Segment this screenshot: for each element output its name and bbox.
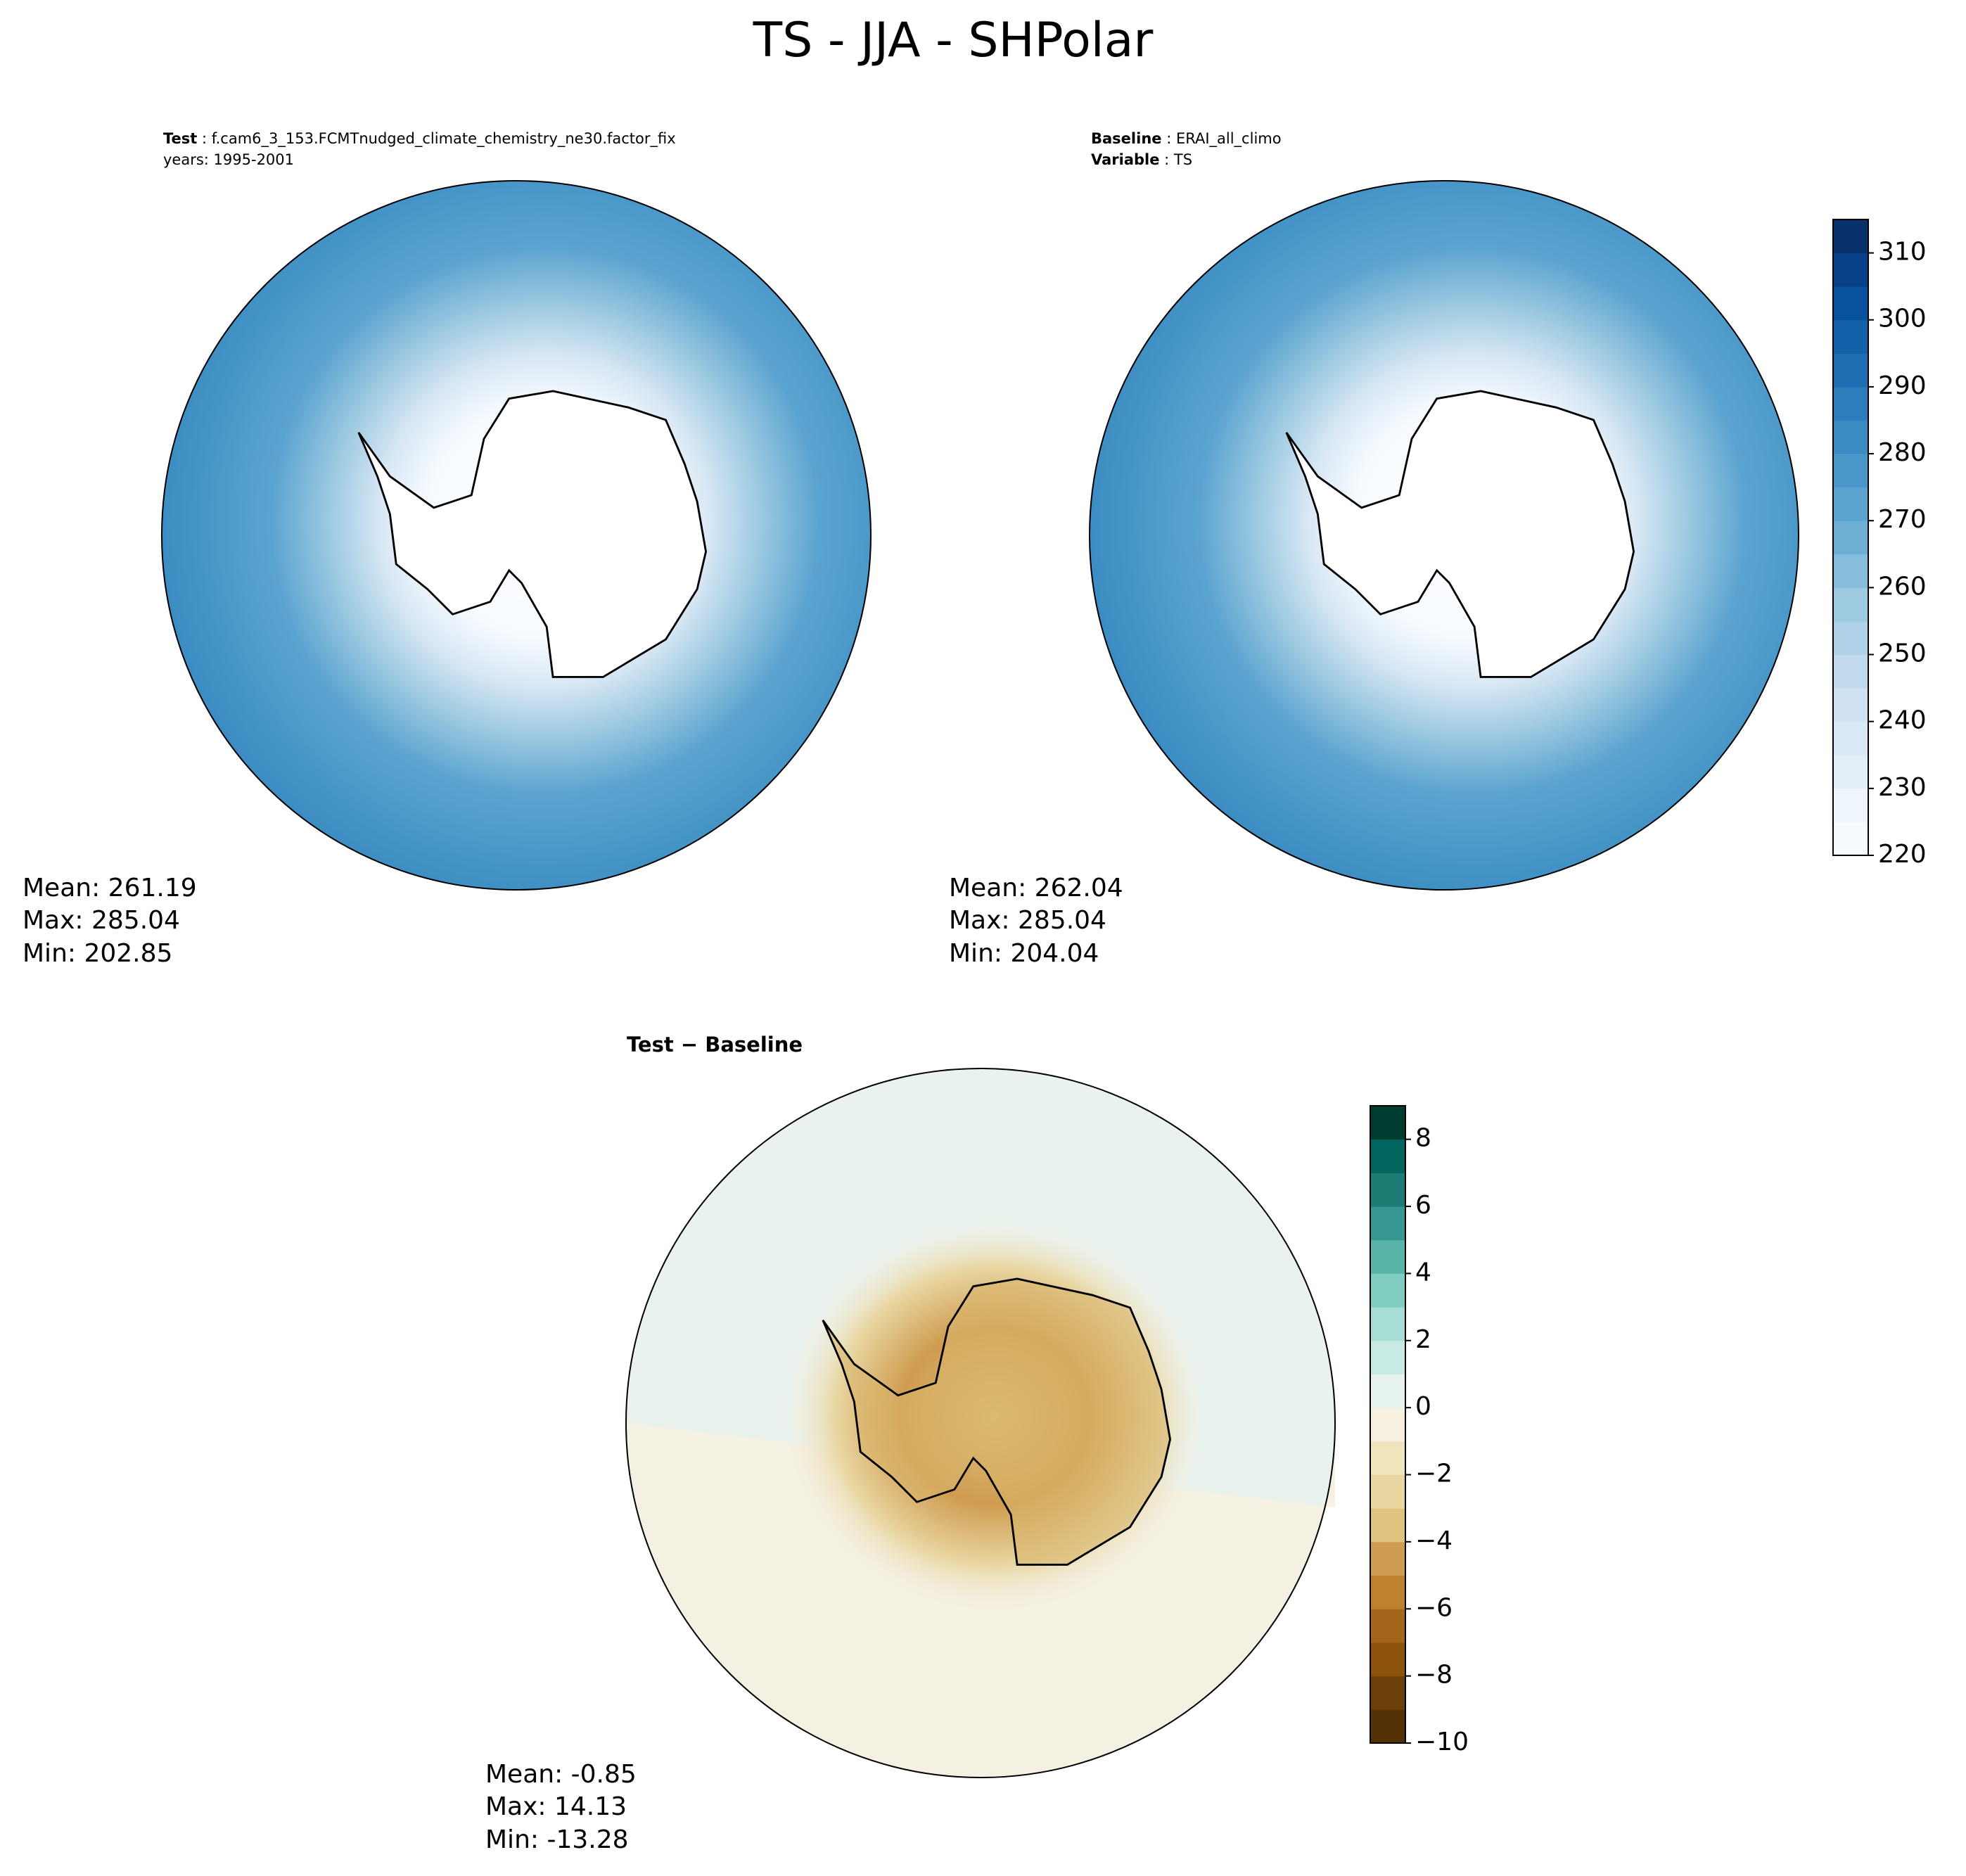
colorbar-band <box>1833 721 1868 755</box>
colorbar-band <box>1370 1642 1405 1677</box>
colorbar-band <box>1370 1173 1405 1207</box>
colorbar-band <box>1833 487 1868 521</box>
map <box>625 1068 1336 1778</box>
colorbar-band <box>1370 1139 1405 1173</box>
label-sep: : <box>1162 130 1176 147</box>
colorbar-tick-label: −2 <box>1415 1460 1453 1488</box>
colorbar-frame <box>1370 1105 1406 1744</box>
map <box>161 180 872 891</box>
colorbar-band <box>1370 1541 1405 1576</box>
figure-title: TS - JJA - SHPolar <box>753 13 1154 68</box>
colorbar-band <box>1370 1508 1405 1543</box>
stat: Max: 285.04 <box>23 906 180 935</box>
colorbar-band <box>1833 822 1868 856</box>
colorbar-tick-label: 300 <box>1878 305 1927 333</box>
colorbar-tick-label: 4 <box>1415 1258 1431 1287</box>
colorbar-tick-label: 310 <box>1878 238 1927 267</box>
colorbar-tick-label: 220 <box>1878 840 1927 869</box>
colorbar-band <box>1370 1106 1405 1140</box>
colorbar-tick-label: 240 <box>1878 706 1927 735</box>
colorbar-band <box>1833 654 1868 689</box>
colorbar-band <box>1833 688 1868 722</box>
colorbar-band <box>1370 1307 1405 1341</box>
colorbar-band <box>1370 1474 1405 1509</box>
colorbar-tick-label: 230 <box>1878 773 1927 802</box>
colorbar-frame <box>1832 219 1869 856</box>
colorbar-band <box>1833 755 1868 789</box>
stat: Max: 14.13 <box>485 1792 627 1821</box>
colorbar-band <box>1833 587 1868 622</box>
map <box>1089 180 1799 891</box>
colorbar-band <box>1370 1408 1405 1442</box>
colorbar-band <box>1370 1609 1405 1643</box>
colorbar-band <box>1833 420 1868 454</box>
colorbar-band <box>1833 286 1868 321</box>
colorbar-tick-label: 280 <box>1878 438 1927 467</box>
label-key: Variable <box>1091 151 1159 168</box>
colorbar-band <box>1833 319 1868 354</box>
colorbar-band <box>1370 1273 1405 1308</box>
label-sep: : <box>197 130 211 147</box>
label-value: TS <box>1173 151 1192 168</box>
colorbar-band <box>1833 521 1868 555</box>
panel-years: years: 1995-2001 <box>163 151 294 168</box>
colorbar-tick-label: −4 <box>1415 1526 1453 1555</box>
panel-label: Baseline : ERAI_all_climo <box>1091 130 1282 148</box>
label-key: Test <box>163 130 197 147</box>
colorbar-tick-label: 8 <box>1415 1124 1431 1153</box>
colorbar-band <box>1833 620 1868 656</box>
colorbar-tick-label: 260 <box>1878 572 1927 601</box>
colorbar-band <box>1833 386 1868 421</box>
stat: Mean: -0.85 <box>485 1760 637 1789</box>
label-key: Baseline <box>1091 130 1162 147</box>
colorbar-band <box>1833 454 1868 488</box>
colorbar-tick-label: 250 <box>1878 639 1927 668</box>
colorbar-band <box>1370 1676 1405 1710</box>
colorbar-tick-label: −8 <box>1415 1661 1453 1690</box>
colorbar-tick-label: 6 <box>1415 1191 1431 1220</box>
colorbar-band <box>1833 353 1868 388</box>
colorbar-band <box>1833 788 1868 822</box>
colorbar-band <box>1370 1709 1405 1744</box>
stat: Min: -13.28 <box>485 1825 629 1854</box>
label-value: ERAI_all_climo <box>1176 130 1282 148</box>
stat: Min: 202.85 <box>23 939 172 968</box>
stat: Max: 285.04 <box>949 906 1106 935</box>
colorbar-tick-label: 270 <box>1878 505 1927 534</box>
colorbar-band <box>1370 1575 1405 1609</box>
stat: Mean: 262.04 <box>949 874 1123 902</box>
colorbar-band <box>1370 1441 1405 1476</box>
colorbar-band <box>1370 1206 1405 1241</box>
colorbar-band <box>1370 1374 1405 1408</box>
label-sep: : <box>1159 151 1173 168</box>
colorbar-tick-label: 2 <box>1415 1325 1431 1354</box>
stat: Mean: 261.19 <box>23 874 197 902</box>
colorbar-tick-label: −10 <box>1415 1728 1469 1756</box>
panel-heading: Test − Baseline <box>627 1033 803 1057</box>
colorbar-band <box>1833 219 1868 254</box>
panel-label: Test : f.cam6_3_153.FCMTnudged_climate_c… <box>163 130 676 148</box>
colorbar-band <box>1833 554 1868 588</box>
colorbar-tick-label: 0 <box>1415 1392 1431 1421</box>
map-border <box>625 1068 1336 1778</box>
stat: Min: 204.04 <box>949 939 1099 968</box>
colorbar-band <box>1833 253 1868 287</box>
colorbar-tick-label: 290 <box>1878 371 1927 400</box>
colorbar-band <box>1370 1340 1405 1374</box>
label-value: f.cam6_3_153.FCMTnudged_climate_chemistr… <box>212 130 676 148</box>
colorbar-band <box>1370 1239 1405 1274</box>
colorbar-tick-label: −6 <box>1415 1593 1453 1622</box>
panel-label: Variable : TS <box>1091 151 1192 168</box>
